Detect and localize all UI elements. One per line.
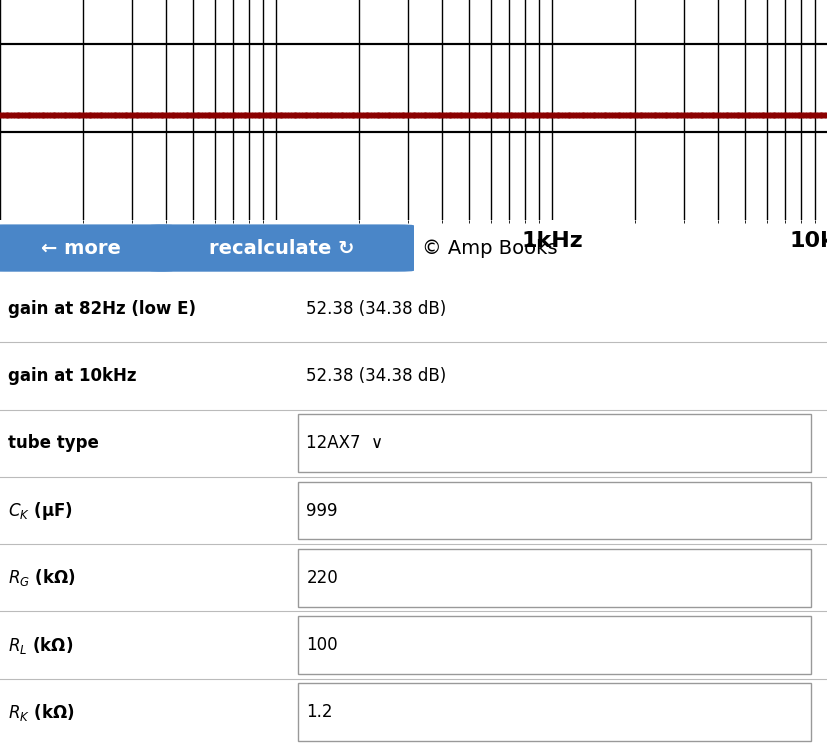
FancyBboxPatch shape: [298, 549, 810, 606]
Text: gain at 82Hz (low E): gain at 82Hz (low E): [8, 300, 196, 318]
Text: 999: 999: [306, 501, 337, 519]
Text: 100: 100: [306, 636, 337, 654]
FancyBboxPatch shape: [149, 225, 414, 272]
Text: recalculate ↻: recalculate ↻: [208, 239, 354, 257]
Text: $R_L$ (kΩ): $R_L$ (kΩ): [8, 635, 74, 656]
Text: 12AX7  ∨: 12AX7 ∨: [306, 434, 383, 452]
FancyBboxPatch shape: [298, 616, 810, 674]
Text: 52.38 (34.38 dB): 52.38 (34.38 dB): [306, 367, 446, 385]
FancyBboxPatch shape: [298, 414, 810, 472]
Text: 1.2: 1.2: [306, 703, 332, 721]
Text: 52.38 (34.38 dB): 52.38 (34.38 dB): [306, 300, 446, 318]
FancyBboxPatch shape: [298, 683, 810, 742]
Text: $R_K$ (kΩ): $R_K$ (kΩ): [8, 702, 74, 723]
Text: ← more: ← more: [41, 239, 121, 257]
Text: 220: 220: [306, 568, 337, 587]
FancyBboxPatch shape: [298, 482, 810, 539]
Text: $R_G$ (kΩ): $R_G$ (kΩ): [8, 567, 76, 589]
Text: © Amp Books: © Amp Books: [422, 239, 557, 257]
Text: $C_K$ (μF): $C_K$ (μF): [8, 500, 73, 521]
FancyBboxPatch shape: [0, 225, 174, 272]
Text: tube type: tube type: [8, 434, 99, 452]
Text: gain at 10kHz: gain at 10kHz: [8, 367, 136, 385]
